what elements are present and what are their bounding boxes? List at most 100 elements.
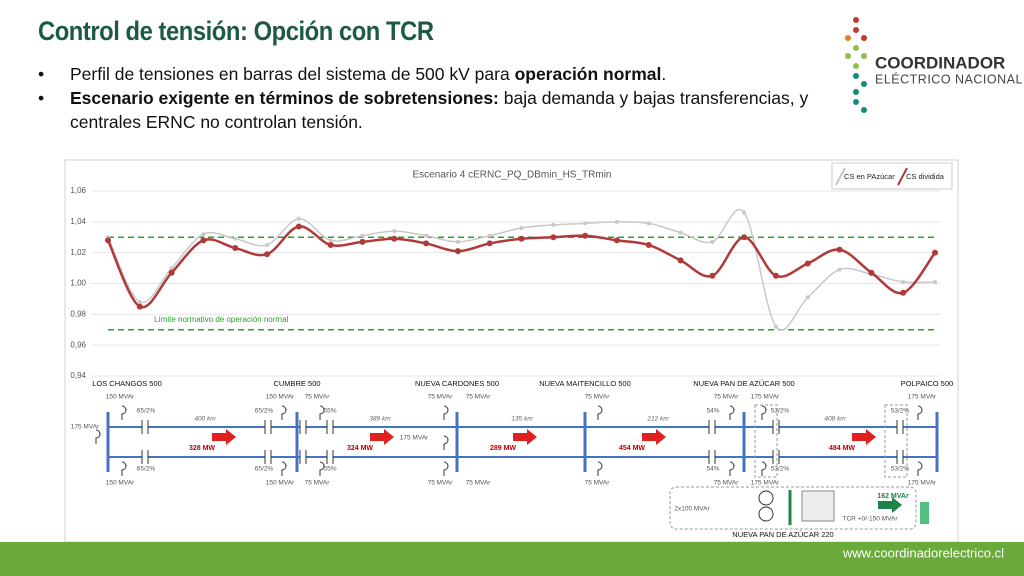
diagram-label: 53/2% [771, 408, 790, 415]
point [551, 222, 556, 227]
reactor [761, 461, 767, 476]
series-line [107, 209, 936, 331]
logo-dots [845, 45, 867, 69]
diagram-label: 75 MVAr [466, 480, 492, 487]
point [233, 236, 238, 241]
capacitor-gap [773, 421, 779, 433]
logo-name: COORDINADOR [875, 53, 1005, 72]
point [201, 232, 206, 237]
diagram-label: 175 MVAr [751, 394, 780, 401]
bus-label: NUEVA CARDONES 500 [415, 379, 499, 388]
capacitor-gap [773, 451, 779, 463]
point [136, 303, 143, 310]
diagram-label: 55% [323, 408, 336, 415]
capacitor-gap [327, 451, 333, 463]
point [709, 272, 716, 279]
capacitor-gap [265, 421, 271, 433]
reactor [597, 405, 603, 420]
diagram-label: 75 MVAr [466, 394, 492, 401]
footer-url: www.coordinadorelectrico.cl [842, 545, 1004, 560]
point [327, 241, 334, 248]
bus-label: LOS CHANGOS 500 [92, 379, 162, 388]
point [518, 235, 525, 242]
point [550, 234, 557, 241]
diagram-label: 75 MVAr [305, 394, 331, 401]
reactor [281, 461, 287, 476]
point [359, 238, 366, 245]
diagram-label: 150 MVAr [106, 394, 135, 401]
legend-label: CS dividida [906, 172, 945, 181]
bullet-list: Perfil de tensiones en barras del sistem… [38, 62, 828, 134]
point [424, 233, 429, 238]
logo: COORDINADOR ELÉCTRICO NACIONAL [845, 17, 1023, 113]
reactor [95, 429, 101, 444]
reference-label: Límite normativo de operación normal [154, 315, 289, 324]
bus-label: POLPAICO 500 [901, 379, 953, 388]
logo-subtitle: ELÉCTRICO NACIONAL [875, 71, 1023, 86]
diagram-label: 175 MVAr [751, 480, 780, 487]
point [455, 239, 460, 244]
point [677, 257, 684, 264]
point [932, 249, 938, 256]
legend-swatch [897, 167, 908, 186]
footer-bar [0, 542, 1024, 576]
point [742, 210, 747, 215]
flow-label: 328 MW [189, 445, 215, 452]
reactor [121, 405, 127, 420]
battery [920, 502, 929, 524]
diagram-label: 55% [323, 466, 336, 473]
capacitor-gap [300, 451, 306, 463]
diagram-label: NUEVA PAN DE AZÚCAR 220 [732, 530, 833, 539]
point [741, 234, 748, 241]
diagram-label: TCR +0/-150 MVAr [843, 516, 899, 523]
point [391, 235, 398, 242]
flow-arrow [852, 429, 876, 445]
point [805, 295, 810, 300]
reactor [761, 405, 767, 420]
dashed-box [669, 486, 917, 530]
diagram-label: 175 MVAr [908, 480, 937, 487]
distance-label: 400 km [194, 416, 216, 423]
point [804, 260, 811, 267]
capacitor-gap [709, 421, 715, 433]
point [296, 216, 301, 221]
point [328, 238, 333, 243]
diagram-label: 54% [706, 408, 719, 415]
transformer [758, 490, 774, 506]
diagram-label: 175 MVAr [400, 435, 429, 442]
diagram-label: 150 MVAr [106, 480, 135, 487]
bullet-text: baja demanda y bajas transferencias, y c… [70, 88, 809, 132]
point [264, 251, 271, 258]
flow-arrow [370, 429, 394, 445]
bullet-text: Perfil de tensiones en barras del sistem… [70, 64, 515, 84]
diagram-label: 2x100 MVAr [674, 506, 710, 513]
y-tick-label: 1,00 [70, 279, 86, 288]
distance-label: 135 km [511, 416, 533, 423]
point [900, 289, 907, 296]
tcr-box [801, 490, 835, 522]
distance-label: 408 km [824, 416, 846, 423]
capacitor-gap [327, 421, 333, 433]
point [583, 221, 588, 226]
flow-label: 289 MW [490, 445, 516, 452]
flow-label: 454 MW [619, 445, 645, 452]
reactor [443, 435, 449, 450]
point [519, 226, 524, 230]
chart-title: Escenario 4 cERNC_PQ_DBmin_HS_TRmin [413, 170, 612, 181]
point [423, 240, 430, 247]
diagram-label: 75 MVAr [585, 394, 611, 401]
flow-arrow [878, 497, 902, 513]
point [646, 221, 651, 226]
reactor [443, 461, 449, 476]
y-tick-label: 0,94 [70, 371, 86, 380]
point [836, 246, 843, 253]
reactor [729, 405, 735, 420]
diagram-label: 75 MVAr [585, 480, 611, 487]
reactor [319, 461, 325, 476]
point [454, 248, 461, 255]
point [168, 269, 175, 276]
point [901, 279, 906, 284]
point [773, 324, 778, 329]
